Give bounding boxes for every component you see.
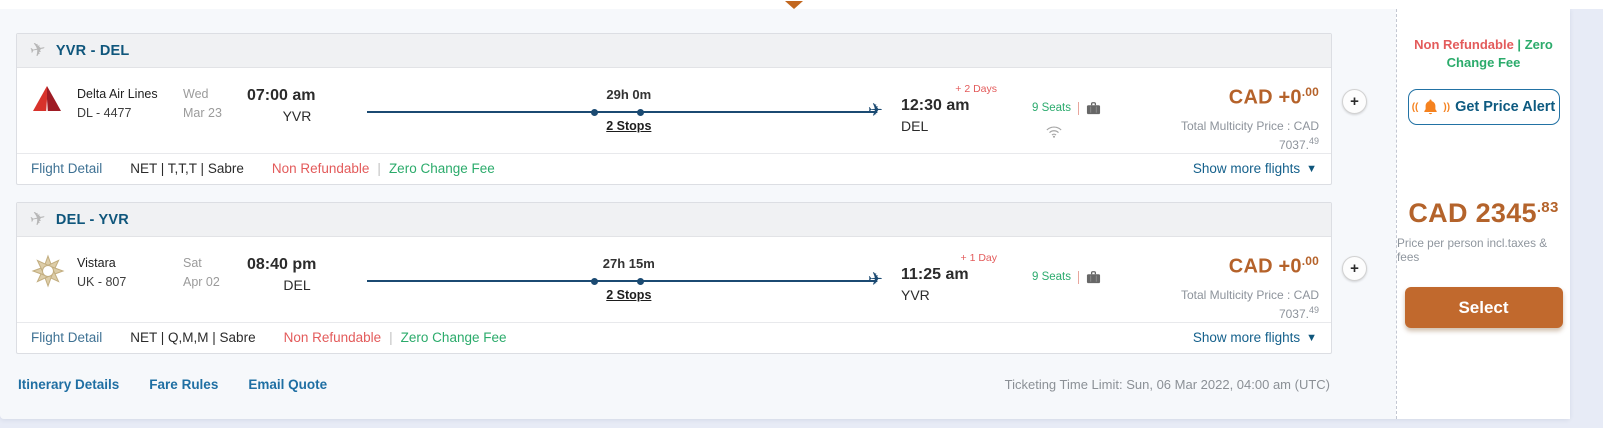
add-flight-button[interactable]: + xyxy=(1342,256,1367,281)
show-more-flights-link[interactable]: Show more flights ▼ xyxy=(1192,161,1317,176)
plane-arrow-icon: ✈ xyxy=(867,269,883,289)
refund-policy-banner: Non Refundable | Zero Change Fee xyxy=(1409,36,1559,72)
ticketing-time-limit: Ticketing Time Limit: Sun, 06 Mar 2022, … xyxy=(1004,377,1330,392)
seats-left-label: 9 Seats xyxy=(1032,271,1071,283)
seats-left-label: 9 Seats xyxy=(1032,102,1071,114)
leg-route-label: DEL - YVR xyxy=(55,211,129,228)
bell-wave-right: )) xyxy=(1443,101,1451,113)
arrival-airport: DEL xyxy=(901,118,929,134)
flight-detail-link[interactable]: Flight Detail xyxy=(31,161,103,176)
price-sidebar: Non Refundable | Zero Change Fee (( )) G… xyxy=(1396,9,1570,419)
arrival-airport: YVR xyxy=(901,287,930,303)
arrival-day-offset: + 1 Day xyxy=(960,252,997,264)
total-price: CAD 2345.83 xyxy=(1408,198,1559,229)
fare-difference: CAD +0.00 xyxy=(1228,254,1319,278)
baggage-icon[interactable] xyxy=(1086,99,1101,117)
divider xyxy=(1078,101,1079,115)
flight-legs-zone: ✈ YVR - DEL Delta Air Lines DL - 4477 We… xyxy=(0,9,1396,419)
vistara-logo xyxy=(31,252,77,288)
select-button[interactable]: Select xyxy=(1404,287,1563,329)
fare-result-panel: ✈ YVR - DEL Delta Air Lines DL - 4477 We… xyxy=(0,9,1570,419)
leg-route-header: ✈ YVR - DEL xyxy=(17,34,1331,68)
itinerary-details-link[interactable]: Itinerary Details xyxy=(18,377,120,392)
stop-dot xyxy=(591,277,599,285)
takeoff-plane-icon: ✈ xyxy=(27,207,48,232)
flight-path: 29h 0m ✈ 2 Stops xyxy=(367,83,885,143)
divider xyxy=(1078,270,1079,284)
flight-leg-card-return: ✈ DEL - YVR xyxy=(16,202,1332,354)
departure-time: 08:40 pm xyxy=(247,256,317,273)
leg-route-label: YVR - DEL xyxy=(55,42,130,59)
takeoff-plane-icon: ✈ xyxy=(27,38,48,63)
route-line: ✈ xyxy=(367,101,883,119)
non-refundable-label: Non Refundable xyxy=(283,330,382,345)
chevron-down-icon: ▼ xyxy=(1306,331,1317,344)
total-multicity-price: Total Multicity Price : CAD 7037.49 xyxy=(1180,118,1319,152)
departure-day: Wed xyxy=(183,87,209,101)
baggage-icon[interactable] xyxy=(1086,268,1101,286)
bell-icon xyxy=(1423,99,1438,116)
fare-rules-link[interactable]: Fare Rules xyxy=(149,377,219,392)
airline-name: Delta Air Lines xyxy=(77,87,158,101)
flight-row: Delta Air Lines DL - 4477 Wed Mar 23 07:… xyxy=(17,68,1331,153)
departure-day: Sat xyxy=(183,256,202,270)
divider: | xyxy=(377,161,381,176)
show-more-flights-link[interactable]: Show more flights ▼ xyxy=(1192,330,1317,345)
bell-wave-left: (( xyxy=(1411,101,1419,113)
flight-leg-card-outbound: ✈ YVR - DEL Delta Air Lines DL - 4477 We… xyxy=(16,33,1332,185)
departure-date: Mar 23 xyxy=(183,105,222,120)
total-multicity-price: Total Multicity Price : CAD 7037.49 xyxy=(1180,287,1319,321)
flight-row: Vistara UK - 807 Sat Apr 02 08:40 pm DEL… xyxy=(17,237,1331,322)
fare-basis-label: NET | T,T,T | Sabre xyxy=(130,161,244,176)
flight-number: DL - 4477 xyxy=(77,105,132,120)
leg-footer: Flight Detail NET | Q,M,M | Sabre Non Re… xyxy=(17,322,1331,353)
flight-duration: 29h 0m xyxy=(606,87,652,102)
arrival-day-offset: + 2 Days xyxy=(955,83,997,95)
zero-change-fee-label: Zero Change Fee xyxy=(388,161,495,176)
price-per-person-note: Price per person incl.taxes & fees xyxy=(1397,236,1548,265)
chevron-down-icon: ▼ xyxy=(1306,162,1317,175)
stop-dot xyxy=(591,108,599,116)
departure-airport: YVR xyxy=(282,108,312,124)
airline-name: Vistara xyxy=(77,256,116,270)
flight-detail-link[interactable]: Flight Detail xyxy=(31,330,103,345)
add-flight-button[interactable]: + xyxy=(1342,89,1367,114)
arrival-time: 11:25 am xyxy=(901,266,969,283)
fare-basis-label: NET | Q,M,M | Sabre xyxy=(130,330,256,345)
fare-difference: CAD +0.00 xyxy=(1228,85,1319,109)
arrival-time: 12:30 am xyxy=(901,97,970,114)
get-price-alert-button[interactable]: (( )) Get Price Alert xyxy=(1407,89,1560,126)
non-refundable-label: Non Refundable xyxy=(271,161,370,176)
get-price-alert-label: Get Price Alert xyxy=(1455,99,1556,116)
itinerary-actions-bar: Itinerary Details Fare Rules Email Quote… xyxy=(16,371,1332,398)
stop-dot xyxy=(637,108,645,116)
leg-route-header: ✈ DEL - YVR xyxy=(17,203,1331,237)
caret-down-marker xyxy=(785,1,803,9)
wifi-icon xyxy=(997,123,1063,141)
departure-time: 07:00 am xyxy=(247,87,316,104)
delta-airlines-logo xyxy=(31,83,77,113)
divider: | xyxy=(1513,37,1525,52)
plane-arrow-icon: ✈ xyxy=(867,100,883,120)
email-quote-link[interactable]: Email Quote xyxy=(248,377,328,392)
zero-change-fee-label: Zero Change Fee xyxy=(400,330,507,345)
zero-change-fee-label: Zero Change Fee xyxy=(1446,37,1553,71)
flight-path: 27h 15m ✈ 2 Stops xyxy=(367,252,885,312)
flight-number: UK - 807 xyxy=(77,274,127,289)
stops-link[interactable]: 2 Stops xyxy=(606,119,652,133)
flight-duration: 27h 15m xyxy=(602,256,655,271)
divider: | xyxy=(389,330,393,345)
leg-footer: Flight Detail NET | T,T,T | Sabre Non Re… xyxy=(17,153,1331,184)
stop-dot xyxy=(637,277,645,285)
non-refundable-label: Non Refundable xyxy=(1414,37,1514,52)
departure-airport: DEL xyxy=(283,277,311,293)
route-line: ✈ xyxy=(367,270,883,288)
departure-date: Apr 02 xyxy=(183,274,220,289)
stops-link[interactable]: 2 Stops xyxy=(606,288,652,302)
